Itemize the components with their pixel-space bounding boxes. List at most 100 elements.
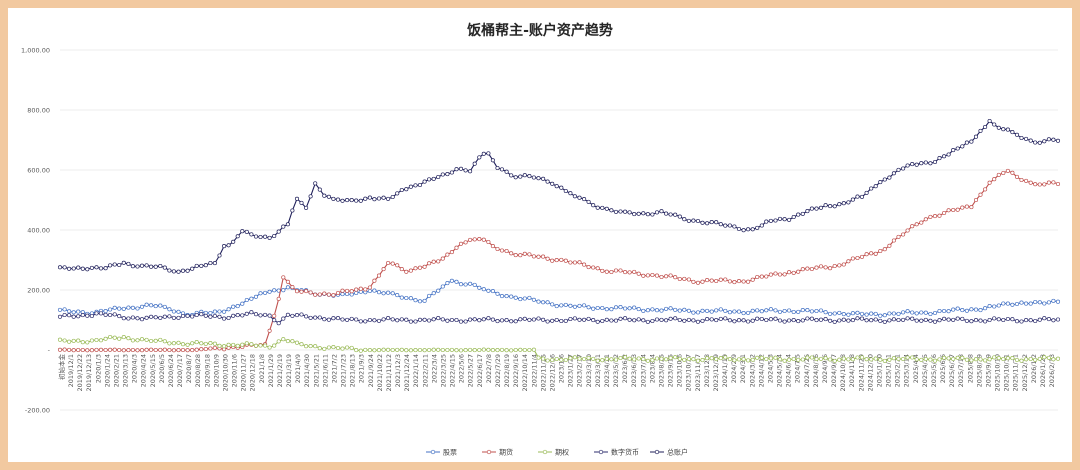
data-point <box>791 318 796 323</box>
data-point <box>499 167 505 172</box>
data-point <box>1001 317 1006 323</box>
data-point <box>349 289 354 294</box>
data-point <box>942 154 947 159</box>
legend-label: 期权 <box>555 448 569 457</box>
data-point <box>828 357 833 362</box>
data-point <box>700 318 705 323</box>
data-point <box>57 337 63 342</box>
data-point <box>335 290 341 296</box>
data-point <box>823 356 828 361</box>
data-point <box>263 343 268 348</box>
data-point <box>750 308 755 313</box>
data-point <box>62 307 67 312</box>
data-point <box>645 212 650 217</box>
data-point <box>591 203 596 208</box>
data-point <box>759 355 764 360</box>
data-point <box>545 179 550 184</box>
y-axis: 1,000.00 800.00 600.00 400.00 200.00 - -200.00 <box>21 47 51 415</box>
data-point <box>417 317 423 322</box>
data-point <box>185 342 190 347</box>
data-point <box>417 182 423 188</box>
data-point <box>440 284 445 289</box>
data-point <box>509 173 514 178</box>
x-tick-label: 2022/11/4 <box>530 354 538 387</box>
data-point <box>664 306 669 311</box>
data-point <box>440 317 445 322</box>
data-point <box>992 355 997 360</box>
data-point <box>458 241 464 246</box>
data-point <box>57 307 63 312</box>
data-point <box>750 318 755 323</box>
data-point <box>992 304 997 309</box>
data-point <box>923 217 928 222</box>
data-point <box>1005 127 1010 132</box>
data-point <box>386 290 391 295</box>
data-point <box>609 208 614 213</box>
data-point <box>98 311 104 316</box>
data-point <box>796 269 801 274</box>
data-point <box>782 272 787 277</box>
data-point <box>399 317 404 322</box>
data-point <box>891 356 896 361</box>
data-point <box>700 220 705 225</box>
data-point <box>595 305 600 311</box>
data-point <box>504 294 509 299</box>
data-point <box>395 347 400 352</box>
data-point <box>791 356 796 362</box>
data-point <box>130 347 135 353</box>
data-point <box>773 355 778 360</box>
data-point <box>541 317 546 322</box>
data-point <box>882 358 887 363</box>
data-point <box>222 309 227 314</box>
data-point <box>796 357 801 362</box>
data-point <box>504 318 509 323</box>
data-point <box>272 343 277 348</box>
data-point <box>345 198 350 203</box>
data-point <box>641 273 646 278</box>
data-point <box>964 140 969 145</box>
data-point <box>882 177 887 182</box>
data-point <box>973 134 979 139</box>
data-point <box>185 268 190 273</box>
data-point <box>677 276 682 282</box>
data-point <box>153 304 158 309</box>
data-point <box>545 300 550 305</box>
data-point <box>859 254 865 259</box>
data-point <box>117 306 122 311</box>
y-tick-label: 600.00 <box>27 167 50 175</box>
x-tick-label: 2021/7/2 <box>330 354 338 383</box>
data-point <box>422 264 427 269</box>
data-point <box>705 356 710 361</box>
data-point <box>513 347 518 353</box>
data-point <box>167 314 172 319</box>
data-point <box>395 318 400 323</box>
data-point <box>554 356 559 362</box>
data-point <box>978 318 983 323</box>
data-point <box>946 317 951 322</box>
data-point <box>358 286 363 291</box>
data-point <box>527 295 532 300</box>
data-point <box>586 305 591 310</box>
data-point <box>901 232 906 237</box>
data-point <box>513 175 518 180</box>
data-point <box>281 288 286 293</box>
data-point <box>613 305 619 310</box>
x-tick-label: 2025/4/4 <box>912 354 920 383</box>
series-3 <box>57 310 1061 326</box>
data-point <box>67 266 72 271</box>
data-point <box>755 308 760 313</box>
data-point <box>126 305 131 310</box>
data-point <box>777 216 783 221</box>
data-point <box>964 318 969 323</box>
data-point <box>395 191 400 196</box>
data-point <box>358 348 363 353</box>
x-tick-label: 2023/8/25 <box>657 354 665 387</box>
x-tick-label: 2024/7/5 <box>794 354 802 383</box>
data-point <box>495 246 500 252</box>
data-point <box>417 347 423 353</box>
data-point <box>932 214 938 219</box>
x-tick-label: 2025/3/14 <box>903 354 911 387</box>
data-point <box>472 237 477 242</box>
x-tick-label: 2021/12/3 <box>394 354 402 387</box>
data-point <box>367 317 372 323</box>
